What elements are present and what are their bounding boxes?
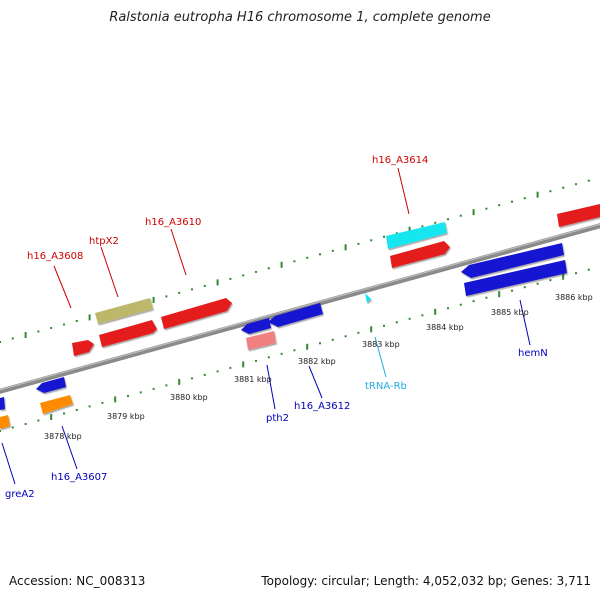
- gene-orange-h16-a3607[interactable]: [40, 395, 73, 414]
- gene-pink-pth2[interactable]: [246, 331, 276, 350]
- gene-red-edge[interactable]: [557, 204, 600, 227]
- chromosome-backbone: [0, 223, 600, 394]
- h16-a3607-connector: [61, 425, 78, 470]
- trna-rb-connector: [374, 336, 387, 378]
- inner-tick-track: [0, 268, 590, 432]
- kbp-label: 3886 kbp: [555, 293, 593, 302]
- gene-blue-hemn-lower[interactable]: [464, 260, 567, 296]
- gene-red-h16-a3614[interactable]: [390, 241, 450, 268]
- map-title: Ralstonia eutropha H16 chromosome 1, com…: [109, 10, 491, 25]
- pth2-connector: [266, 364, 276, 410]
- gene-blue-grea2[interactable]: [0, 397, 5, 410]
- gene-blue-h16-a3607[interactable]: [36, 377, 66, 393]
- kbp-label: 3878 kbp: [44, 432, 82, 441]
- gene-orange-grea2[interactable]: [0, 415, 10, 429]
- gene-olive-htpx2[interactable]: [95, 298, 153, 324]
- kbp-label: 3883 kbp: [362, 340, 400, 349]
- gene-red-htpx2[interactable]: [99, 320, 157, 347]
- gene-label-h16-a3612: h16_A3612: [294, 401, 350, 412]
- gene-label-trna-rb: tRNA-Rb: [365, 381, 407, 392]
- h16-a3608-connector: [53, 265, 72, 309]
- h16-a3612-connector: [308, 365, 323, 399]
- gene-label-pth2: pth2: [266, 413, 289, 424]
- gene-cyan-trna-rb[interactable]: [365, 293, 371, 303]
- kbp-label: 3882 kbp: [298, 357, 336, 366]
- gene-blue-hemn-upper[interactable]: [461, 243, 564, 278]
- hemn-connector: [519, 299, 531, 346]
- topology-text: Topology: circular; Length: 4,052,032 bp…: [261, 574, 591, 588]
- gene-label-h16-a3608: h16_A3608: [27, 251, 83, 262]
- gene-label-h16-a3610: h16_A3610: [145, 217, 201, 228]
- kbp-label: 3879 kbp: [107, 412, 145, 421]
- chromosome-backbone-highlight: [0, 223, 600, 391]
- kbp-label: 3881 kbp: [234, 375, 272, 384]
- gene-label-grea2: greA2: [5, 489, 35, 500]
- gene-cyan-h16-a3614[interactable]: [386, 222, 447, 249]
- h16-a3614-connector: [397, 167, 410, 215]
- gene-label-h16-a3607: h16_A3607: [51, 472, 107, 483]
- gene-red-h16-a3610[interactable]: [161, 298, 232, 329]
- kbp-label: 3884 kbp: [426, 323, 464, 332]
- gene-label-hemn: hemN: [518, 348, 548, 359]
- gene-blue-h16-a3612[interactable]: [268, 303, 323, 327]
- h16-a3610-connector: [170, 228, 187, 276]
- kbp-label: 3880 kbp: [170, 393, 208, 402]
- accession-text: Accession: NC_008313: [9, 574, 146, 588]
- kbp-label: 3885 kbp: [491, 308, 529, 317]
- htpx2-connector: [100, 246, 119, 298]
- gene-label-htpx2: htpX2: [89, 236, 119, 247]
- gene-blue-pth2[interactable]: [241, 318, 271, 334]
- grea2-connector: [1, 442, 16, 485]
- gene-red-small[interactable]: [72, 340, 94, 356]
- gene-label-h16-a3614: h16_A3614: [372, 155, 428, 166]
